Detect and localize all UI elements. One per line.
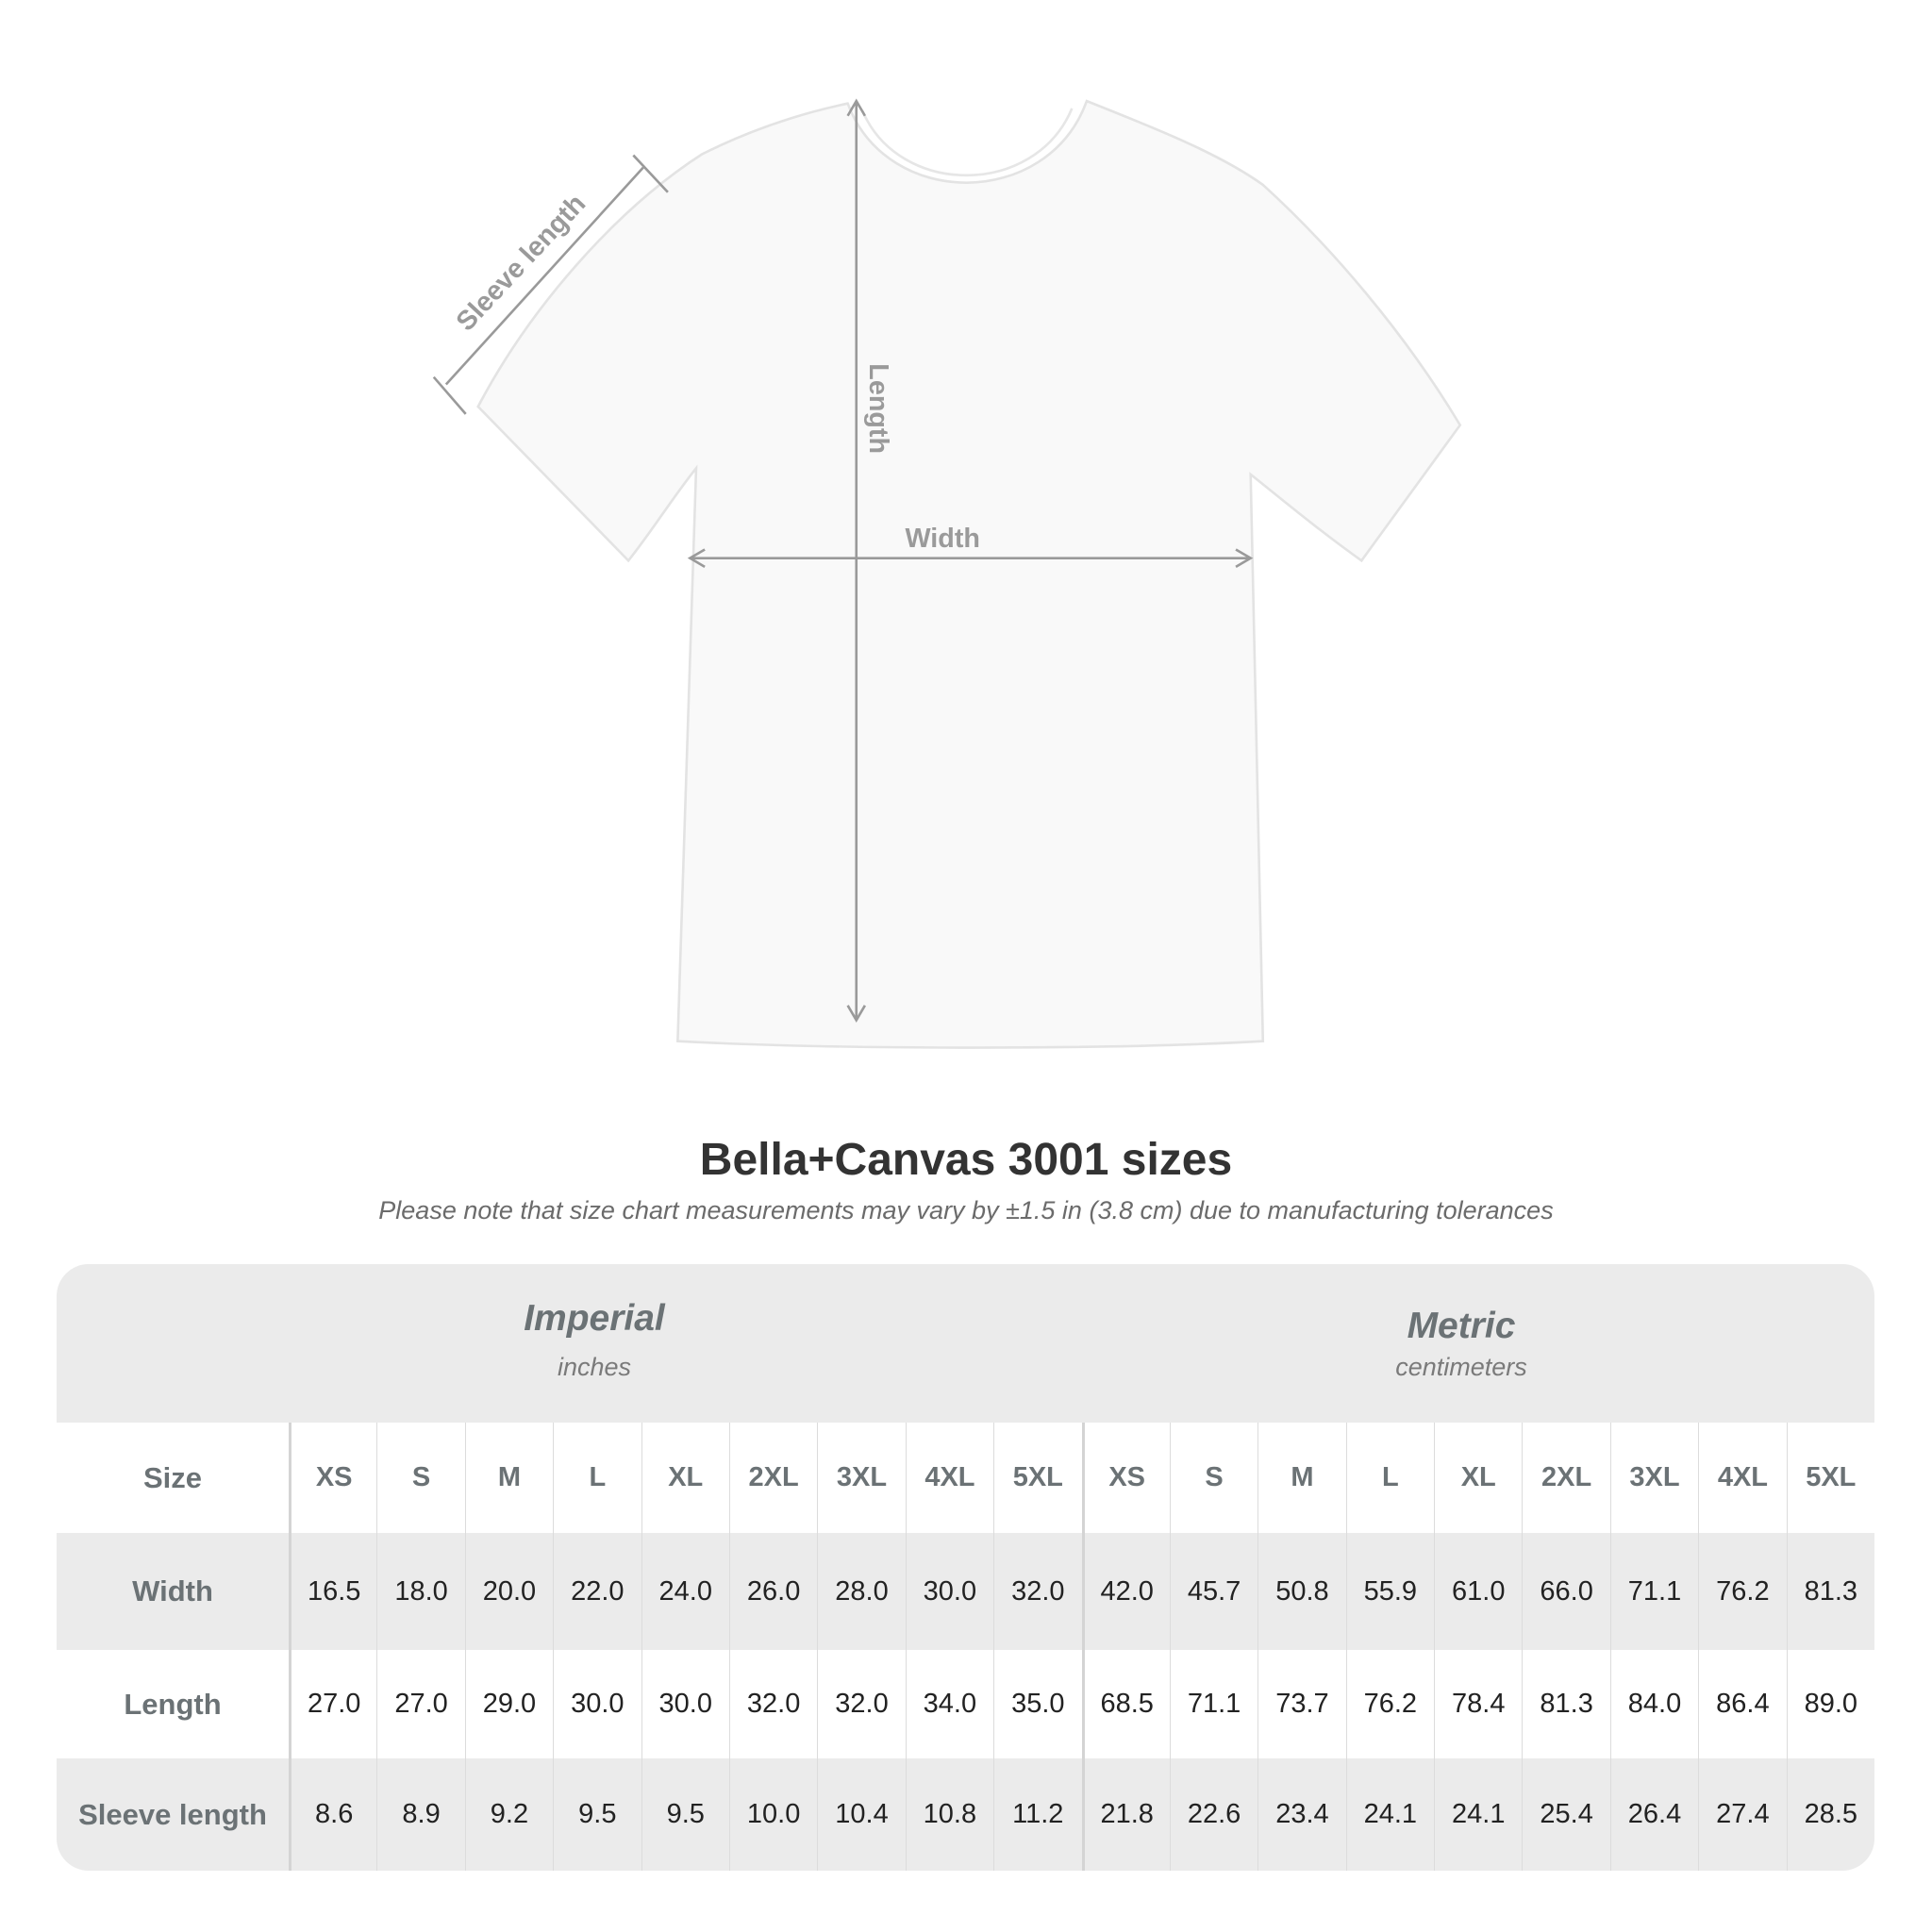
table-cell: 27.0 (376, 1650, 464, 1758)
table-cell: 9.2 (464, 1758, 553, 1871)
tshirt-diagram: Length Width Sleeve length (432, 98, 1462, 1049)
table-cell: 10.8 (905, 1758, 993, 1871)
table-cell: 28.5 (1786, 1758, 1874, 1871)
table-cell: 26.4 (1609, 1758, 1698, 1871)
table-cell: 24.1 (1345, 1758, 1434, 1871)
row-label: Width (132, 1574, 213, 1607)
table-row: Width 16.5 18.0 20.0 22.0 24.0 26.0 28.0 30.0 32.… (57, 1533, 1874, 1650)
table-cell: 32.0 (993, 1533, 1081, 1650)
page-title: Bella+Canvas 3001 sizes (699, 1135, 1233, 1185)
table-cell: 81.3 (1786, 1533, 1874, 1650)
size-header: S (1169, 1423, 1257, 1533)
table-cell: 22.6 (1169, 1758, 1257, 1871)
table-cell: 68.5 (1081, 1650, 1170, 1758)
table-cell: 34.0 (905, 1650, 993, 1758)
table-cell: 23.4 (1257, 1758, 1345, 1871)
table-row: Sleeve length 8.6 8.9 9.2 9.5 9.5 10.0 10.4 10.8… (57, 1758, 1874, 1871)
size-header: 3XL (1609, 1423, 1698, 1533)
table-cell: 25.4 (1522, 1758, 1609, 1871)
sleeve-line (444, 166, 644, 386)
metric-header: Metric centimeters (1178, 1306, 1744, 1382)
table-cell: 18.0 (376, 1533, 464, 1650)
size-header: 3XL (817, 1423, 905, 1533)
table-cell: 11.2 (993, 1758, 1081, 1871)
table-cell: 61.0 (1434, 1533, 1522, 1650)
size-header: S (376, 1423, 464, 1533)
size-header: 4XL (1698, 1423, 1786, 1533)
table-cell: 89.0 (1786, 1650, 1874, 1758)
size-header: 5XL (993, 1423, 1081, 1533)
table-cell: 16.5 (289, 1533, 376, 1650)
table-row: Length 27.0 27.0 29.0 30.0 30.0 32.0 32.0 34.0 35… (57, 1650, 1874, 1758)
table-cell: 32.0 (728, 1650, 817, 1758)
table-cell: 10.0 (728, 1758, 817, 1871)
measure-lines (432, 98, 1254, 1024)
table-cell: 30.0 (905, 1533, 993, 1650)
size-table: Imperial inches Metric centimeters Size X… (57, 1264, 1874, 1871)
metric-unit: centimeters (1395, 1353, 1527, 1381)
row-label: Length (124, 1687, 222, 1721)
size-header: XL (641, 1423, 729, 1533)
table-cell: 8.6 (289, 1758, 376, 1871)
table-cell: 27.0 (289, 1650, 376, 1758)
table-cell: 30.0 (553, 1650, 641, 1758)
row-label: Size (142, 1460, 203, 1494)
table-cell: 71.1 (1609, 1533, 1698, 1650)
table-cell: 8.9 (376, 1758, 464, 1871)
table-cell: 26.0 (728, 1533, 817, 1650)
table-cell: 24.1 (1434, 1758, 1522, 1871)
table-cell: 22.0 (553, 1533, 641, 1650)
imperial-header: Imperial inches (311, 1298, 877, 1382)
size-row: Size XS S M L XL 2XL 3XL 4XL 5XL XS S M L XL 2XL 3XL 4XL 5… (57, 1423, 1874, 1533)
imperial-title: Imperial (524, 1298, 665, 1339)
table-cell: 55.9 (1345, 1533, 1434, 1650)
length-label: Length (863, 363, 893, 454)
table-cell: 32.0 (817, 1650, 905, 1758)
size-header: L (553, 1423, 641, 1533)
table-cell: 66.0 (1522, 1533, 1609, 1650)
size-header: 5XL (1786, 1423, 1874, 1533)
table-cell: 9.5 (553, 1758, 641, 1871)
table-cell: 28.0 (817, 1533, 905, 1650)
table-cell: 9.5 (641, 1758, 729, 1871)
width-label: Width (905, 524, 979, 554)
table-cell: 27.4 (1698, 1758, 1786, 1871)
table-cell: 20.0 (464, 1533, 553, 1650)
size-header: XL (1434, 1423, 1522, 1533)
size-header: 4XL (905, 1423, 993, 1533)
table-cell: 76.2 (1345, 1650, 1434, 1758)
table-cell: 81.3 (1522, 1650, 1609, 1758)
table-cell: 29.0 (464, 1650, 553, 1758)
table-cell: 42.0 (1081, 1533, 1170, 1650)
table-cell: 84.0 (1609, 1650, 1698, 1758)
table-cell: 35.0 (993, 1650, 1081, 1758)
metric-title: Metric (1407, 1306, 1516, 1346)
collar (861, 108, 1074, 176)
row-label: Sleeve length (78, 1797, 267, 1831)
size-header: XS (1081, 1423, 1170, 1533)
size-header: 2XL (728, 1423, 817, 1533)
table-cell: 86.4 (1698, 1650, 1786, 1758)
table-cell: 71.1 (1169, 1650, 1257, 1758)
imperial-unit: inches (557, 1353, 632, 1381)
table-cell: 76.2 (1698, 1533, 1786, 1650)
size-header: M (464, 1423, 553, 1533)
size-header: M (1257, 1423, 1345, 1533)
size-header: XS (289, 1423, 376, 1533)
table-cell: 10.4 (817, 1758, 905, 1871)
table-cell: 45.7 (1169, 1533, 1257, 1650)
tolerance-note: Please note that size chart measurements… (378, 1196, 1554, 1224)
size-header: L (1345, 1423, 1434, 1533)
tshirt-shape (476, 99, 1462, 1049)
table-cell: 78.4 (1434, 1650, 1522, 1758)
table-cell: 73.7 (1257, 1650, 1345, 1758)
table-header: Imperial inches Metric centimeters (57, 1264, 1874, 1423)
size-header: 2XL (1522, 1423, 1609, 1533)
table-cell: 50.8 (1257, 1533, 1345, 1650)
table-cell: 30.0 (641, 1650, 729, 1758)
table-cell: 21.8 (1081, 1758, 1170, 1871)
table-cell: 24.0 (641, 1533, 729, 1650)
